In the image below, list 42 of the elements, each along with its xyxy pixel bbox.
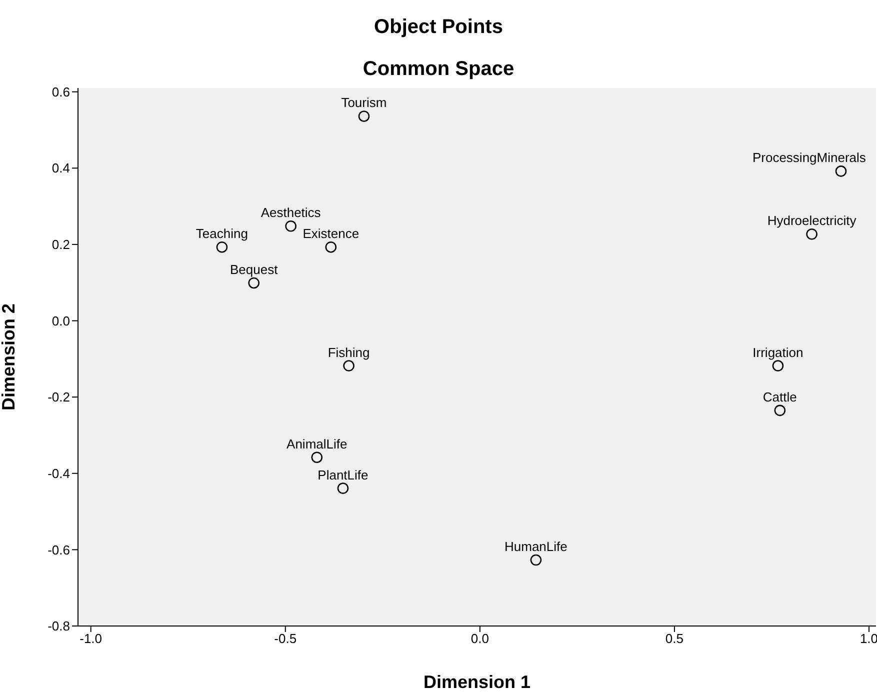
annotation: Fishing: [328, 344, 370, 360]
point: [216, 241, 228, 253]
y-tick-label: -0.4: [48, 466, 70, 481]
point: [325, 241, 337, 253]
annotation: Irrigation: [752, 344, 804, 360]
point: [248, 277, 260, 289]
x-tick-label: -0.5: [274, 631, 297, 646]
y-tick-label: 0.0: [52, 313, 70, 328]
point: [311, 452, 323, 463]
y-tick-label: 0.4: [52, 160, 70, 176]
point: [806, 228, 818, 240]
point: [530, 554, 542, 566]
y-tick-label: -0.2: [48, 390, 70, 405]
y-tick-label: -0.8: [48, 618, 70, 634]
annotation: Hydroelectricity: [767, 213, 857, 228]
annotation: Cattle: [762, 389, 797, 404]
annotation: Tourism: [341, 95, 387, 110]
annotation: PlantLife: [318, 467, 368, 482]
annotation: Existence: [302, 226, 360, 242]
y-tick-label: -0.6: [48, 542, 70, 558]
annotation: Teaching: [196, 226, 248, 242]
annotation: HumanLife: [504, 538, 568, 554]
point: [358, 110, 370, 122]
chart-subtitle: Common Space: [362, 58, 516, 81]
point: [337, 482, 349, 494]
point: [774, 404, 786, 416]
point: [772, 360, 784, 372]
chart-title: Object Points: [373, 16, 504, 39]
x-tick-label: -1.0: [80, 631, 102, 646]
y-axis-title: Dimension 2: [0, 303, 18, 411]
annotation: AnimalLife: [286, 436, 348, 452]
annotation: Aesthetics: [260, 205, 322, 220]
point: [835, 166, 847, 177]
annotation: ProcessingMinerals: [752, 150, 866, 166]
y-tick-label: 0.6: [52, 84, 70, 100]
annotation: Bequest: [230, 262, 278, 277]
x-axis-title: Dimension 1: [423, 672, 531, 692]
point: [285, 220, 296, 232]
point: [343, 360, 354, 372]
x-tick-label: 0.0: [470, 631, 489, 646]
y-tick-label: 0.2: [52, 237, 70, 252]
x-tick-label: 0.5: [665, 631, 684, 646]
